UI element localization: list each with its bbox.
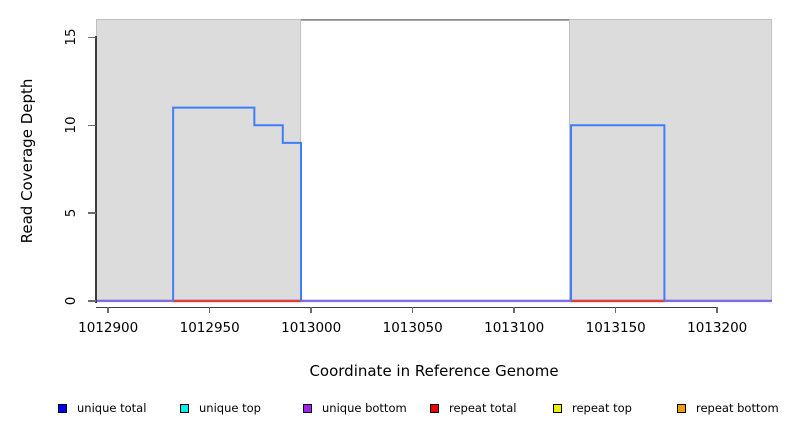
coverage-lines-svg — [96, 19, 772, 303]
x-tick-label: 1013100 — [484, 320, 545, 336]
legend-item-repeat-top: repeat top — [553, 399, 632, 417]
x-axis-title: Coordinate in Reference Genome — [309, 362, 559, 380]
legend-label: repeat top — [572, 401, 632, 415]
x-tick — [513, 307, 515, 313]
y-tick — [88, 124, 96, 126]
legend-item-unique-top: unique top — [180, 399, 261, 417]
y-tick-label: 0 — [63, 296, 79, 306]
unique-total-coverage-line — [172, 106, 303, 301]
x-tick-label: 1013150 — [585, 320, 646, 336]
right-gray-region — [568, 19, 772, 301]
y-tick — [88, 36, 96, 39]
x-tick — [411, 307, 414, 313]
legend-item-repeat-total: repeat total — [430, 399, 516, 417]
x-tick — [310, 307, 312, 313]
legend-label: repeat bottom — [696, 401, 779, 415]
legend-item-unique-bottom: unique bottom — [303, 399, 407, 417]
x-tick-label: 1013200 — [687, 320, 748, 336]
x-tick — [107, 307, 109, 313]
x-tick — [716, 307, 718, 313]
legend-swatch-icon — [180, 403, 189, 413]
y-axis-line — [95, 36, 97, 303]
y-tick-label: 15 — [63, 28, 79, 46]
y-tick-label: 10 — [63, 116, 79, 134]
legend-item-unique-total: unique total — [58, 399, 146, 417]
y-tick — [88, 300, 96, 302]
legend-label: repeat total — [449, 401, 517, 415]
legend: unique total unique top unique bottom repea… — [0, 399, 792, 419]
legend-label: unique top — [199, 401, 261, 415]
x-tick-label: 1012900 — [78, 320, 139, 336]
y-tick-label: 5 — [63, 208, 79, 218]
legend-swatch-icon — [677, 403, 686, 413]
x-axis-line — [96, 306, 718, 308]
unique-total-coverage-line — [570, 124, 666, 301]
x-tick — [208, 307, 211, 313]
legend-item-repeat-bottom: repeat bottom — [677, 399, 779, 417]
x-tick-label: 1013050 — [382, 320, 443, 336]
legend-swatch-icon — [58, 403, 67, 413]
y-tick — [88, 212, 96, 214]
legend-swatch-icon — [303, 403, 312, 413]
x-tick — [614, 307, 617, 313]
legend-label: unique total — [77, 401, 147, 415]
x-tick-label: 1013000 — [281, 320, 342, 336]
legend-swatch-icon — [553, 403, 562, 413]
x-tick-label: 1012950 — [179, 320, 240, 336]
plot-area — [96, 19, 772, 303]
legend-label: unique bottom — [322, 401, 407, 415]
y-axis-title: Read Coverage Depth — [18, 78, 36, 244]
legend-swatch-icon — [430, 403, 439, 413]
left-gray-region — [96, 19, 302, 301]
